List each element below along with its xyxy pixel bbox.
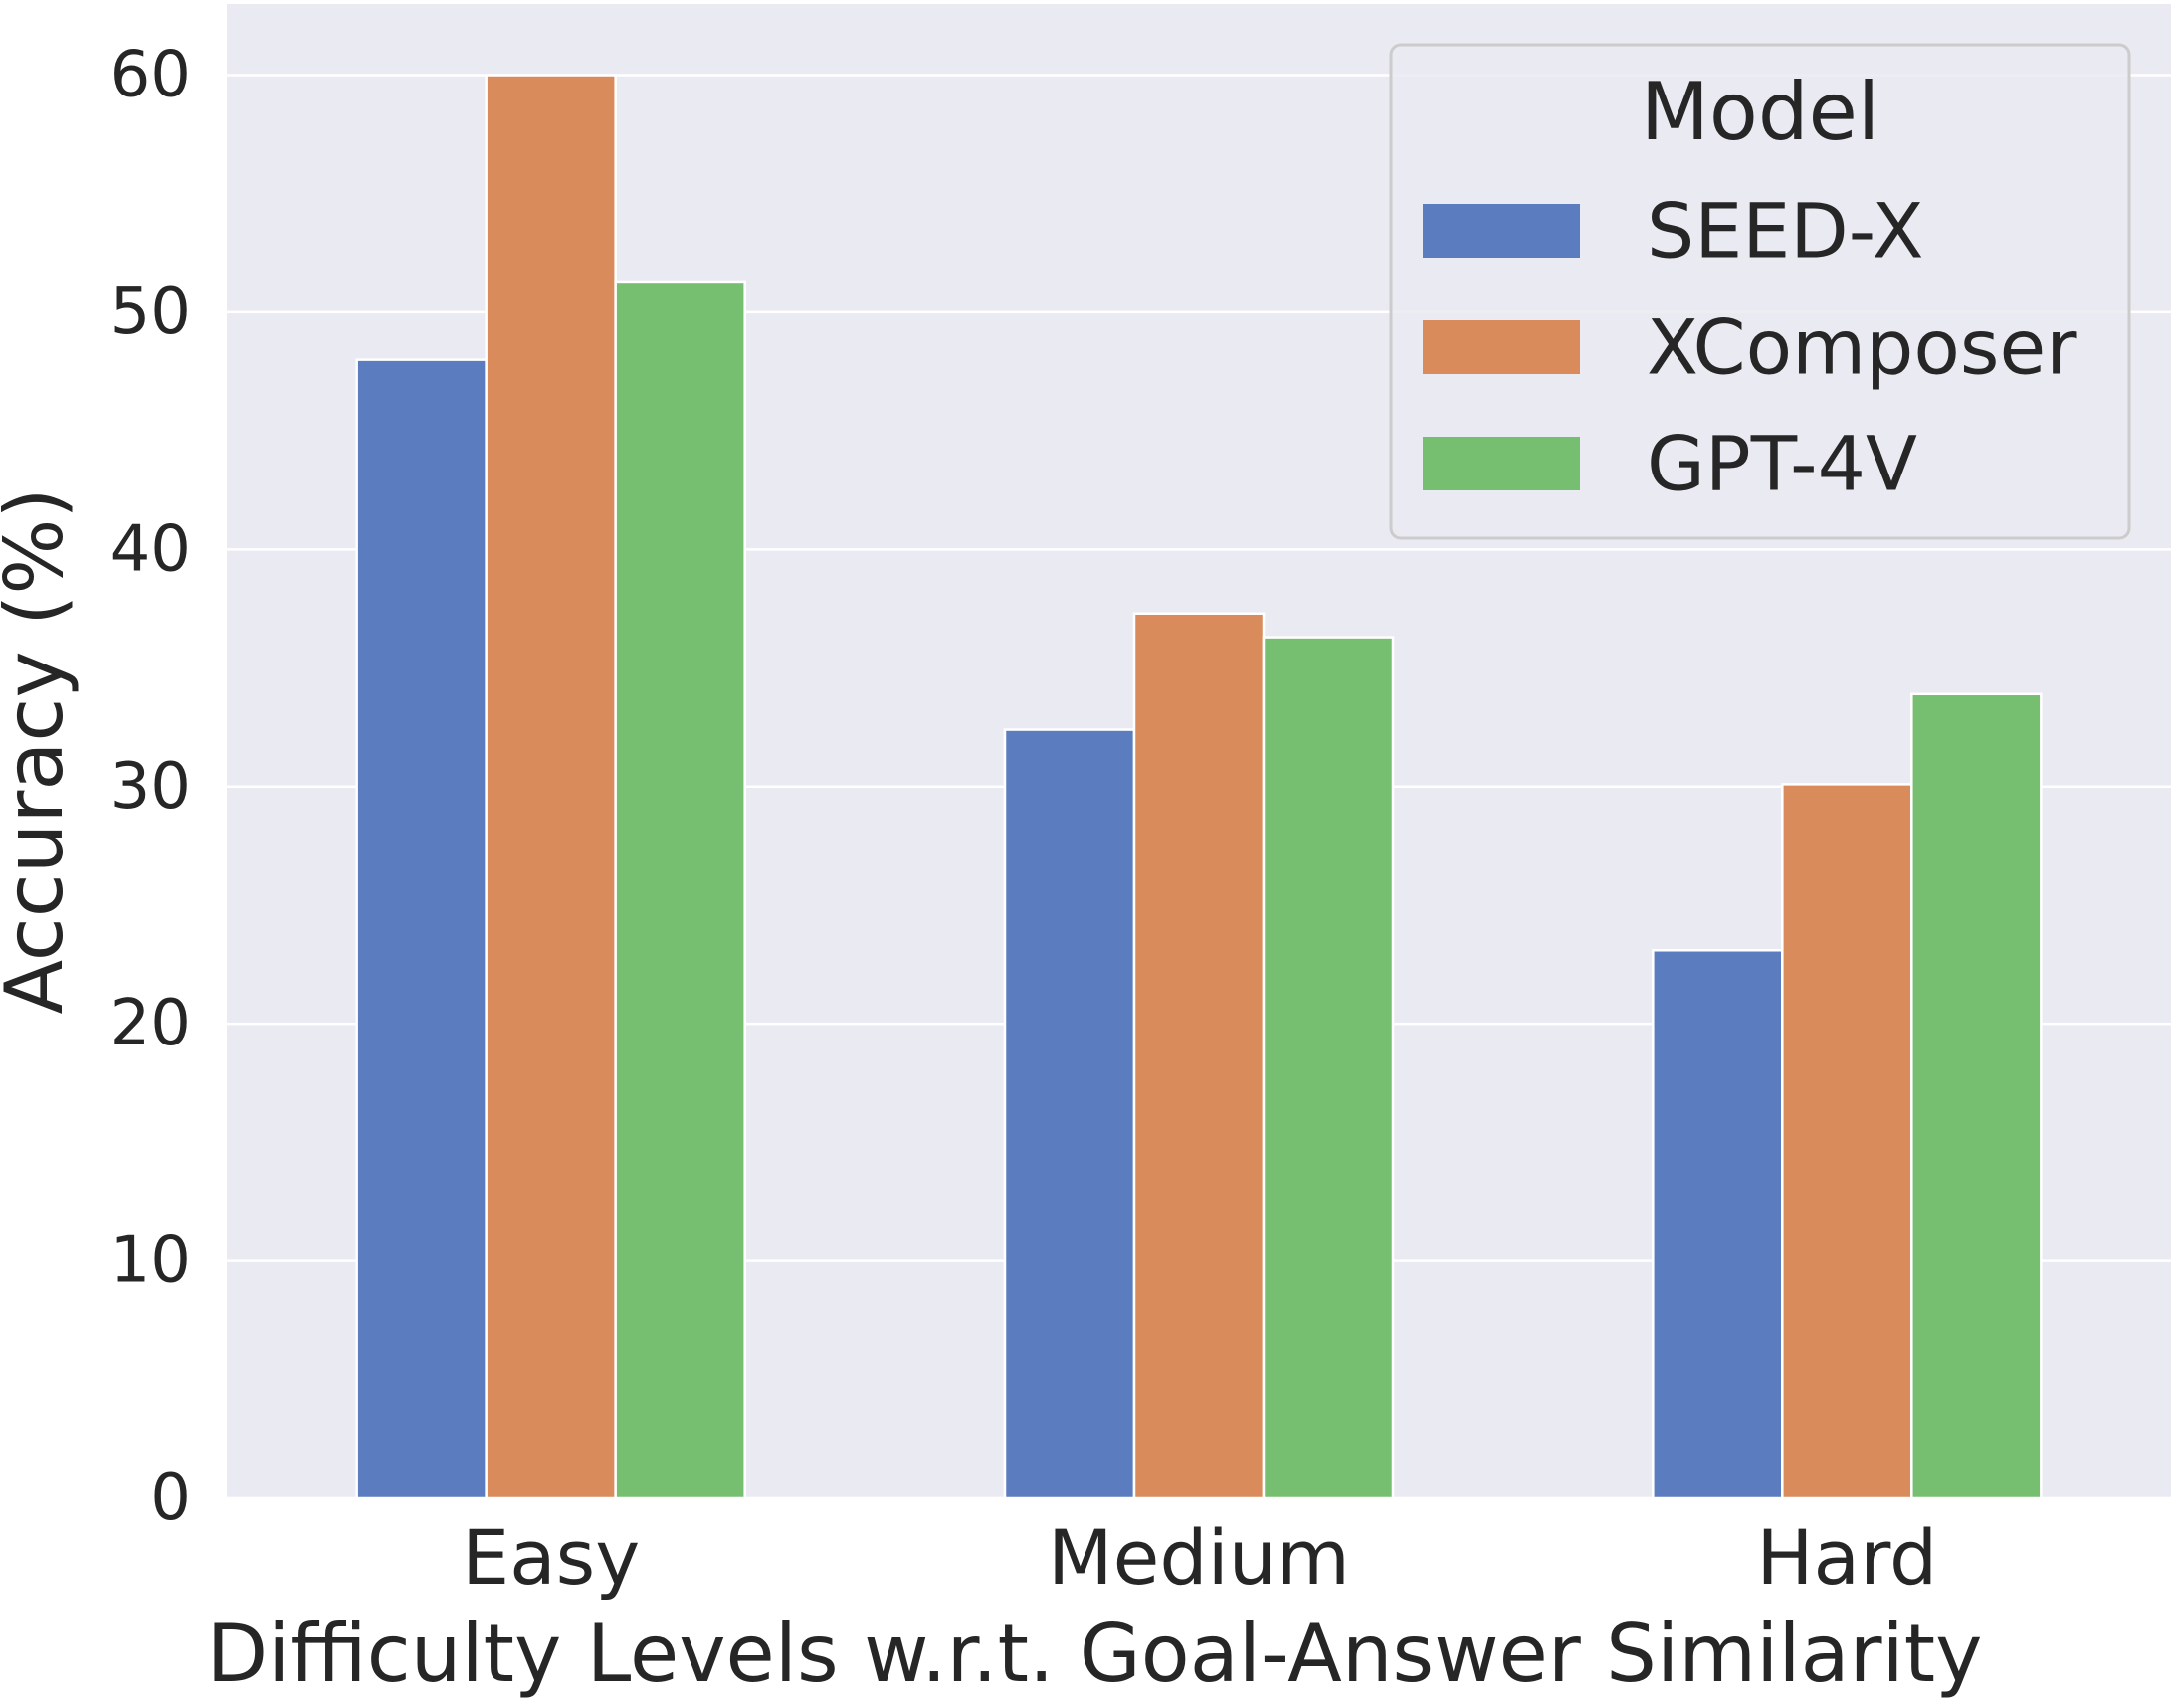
y-axis-label: Accuracy (%) (0, 487, 81, 1014)
bar-seed-x-hard (1652, 949, 1784, 1500)
bar-gpt-4v-medium (1262, 636, 1395, 1500)
bar-seed-x-easy (355, 358, 488, 1500)
x-tick-labels: Easy Medium Hard (462, 1513, 1937, 1602)
legend-swatch (1423, 320, 1580, 374)
x-tick-label: Medium (1048, 1513, 1350, 1602)
legend-swatch (1423, 437, 1580, 490)
x-tick-label: Easy (462, 1513, 640, 1602)
bar-gpt-4v-easy (614, 280, 746, 1500)
x-axis-label: Difficulty Levels w.r.t. Goal-Answer Sim… (207, 1608, 1983, 1700)
bars (355, 74, 2043, 1500)
bar-xcomposer-hard (1781, 783, 1913, 1500)
legend-label: SEED-X (1647, 187, 1924, 276)
y-tick-label: 50 (110, 276, 191, 349)
legend: Model SEED-X XComposer GPT-4V (1389, 43, 2131, 540)
y-tick-label: 10 (110, 1225, 191, 1298)
y-tick-labels: 0 10 20 30 40 50 60 (110, 39, 191, 1535)
legend-swatch (1423, 204, 1580, 258)
bar-gpt-4v-hard (1910, 692, 2043, 1500)
legend-label: GPT-4V (1647, 420, 1917, 508)
y-tick-label: 30 (110, 750, 191, 824)
y-tick-label: 20 (110, 987, 191, 1060)
y-tick-label: 40 (110, 512, 191, 586)
x-tick-label: Hard (1756, 1513, 1937, 1602)
y-tick-label: 60 (110, 39, 191, 112)
legend-label: XComposer (1647, 303, 2077, 392)
y-tick-label: 0 (150, 1461, 191, 1535)
legend-box (1389, 43, 2131, 540)
legend-title: Model (1641, 66, 1879, 158)
bar-xcomposer-medium (1132, 612, 1266, 1500)
bar-xcomposer-easy (485, 74, 617, 1500)
bar-seed-x-medium (1003, 728, 1136, 1500)
